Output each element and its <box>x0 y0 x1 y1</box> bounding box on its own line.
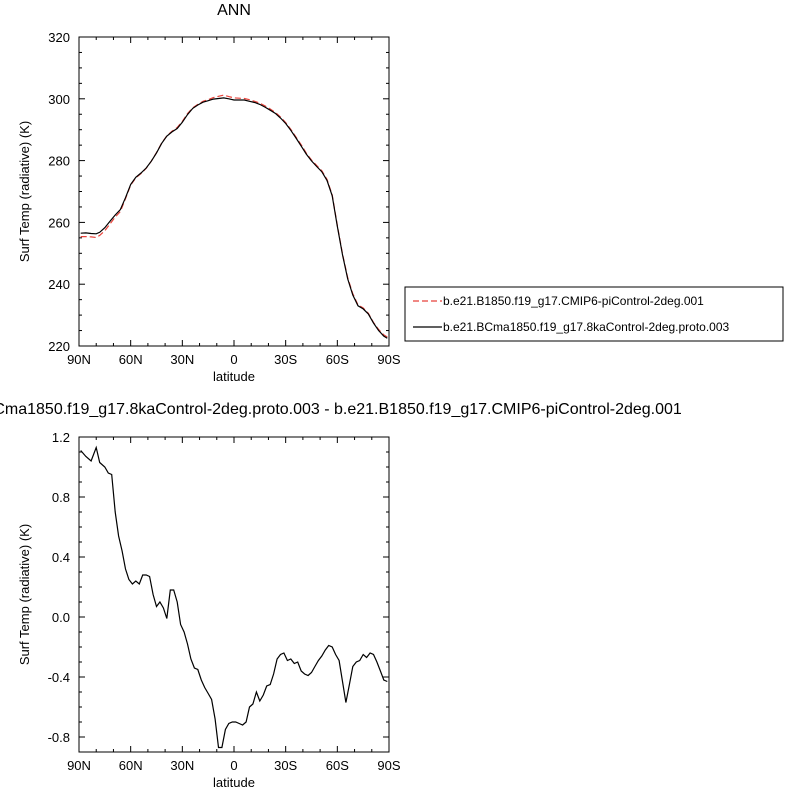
legend-box <box>404 286 784 342</box>
x-tick-label: 30N <box>170 758 194 773</box>
plot-title: b.e21.BCma1850.f19_g17.8kaControl-2deg.p… <box>0 401 682 418</box>
y-tick-label: 0.8 <box>52 490 70 505</box>
x-tick-label: 60N <box>119 758 143 773</box>
y-tick-label: -0.4 <box>48 670 70 685</box>
plot-title: ANN <box>217 2 251 19</box>
x-axis-label: latitude <box>213 775 255 790</box>
series-line-2 <box>80 97 388 339</box>
y-tick-label: 0.0 <box>52 610 70 625</box>
y-tick-label: 240 <box>48 277 70 292</box>
legend-label-2: b.e21.BCma1850.f19_g17.8kaControl-2deg.p… <box>443 320 730 334</box>
plot-frame <box>78 36 390 347</box>
y-tick-label: 320 <box>48 30 70 45</box>
series-line-1 <box>80 445 388 749</box>
x-tick-label: 30S <box>274 352 297 367</box>
x-tick-label: 90N <box>67 758 91 773</box>
plot-frame <box>78 436 390 753</box>
x-tick-label: 90S <box>377 758 400 773</box>
x-tick-label: 60S <box>326 352 349 367</box>
y-tick-label: 300 <box>48 92 70 107</box>
x-tick-label: 0 <box>230 352 237 367</box>
x-tick-label: 0 <box>230 758 237 773</box>
legend-label-1: b.e21.B1850.f19_g17.CMIP6-piControl-2deg… <box>443 294 704 308</box>
y-axis-label: Surf Temp (radiative) (K) <box>17 121 32 262</box>
y-axis-label: Surf Temp (radiative) (K) <box>17 524 32 665</box>
series-line-1 <box>80 94 388 338</box>
x-tick-label: 90N <box>67 352 91 367</box>
y-tick-label: 280 <box>48 154 70 169</box>
x-tick-label: 30S <box>274 758 297 773</box>
y-tick-label: 220 <box>48 339 70 354</box>
y-tick-label: 260 <box>48 215 70 230</box>
x-tick-label: 60S <box>326 758 349 773</box>
x-axis-label: latitude <box>213 369 255 384</box>
y-tick-label: -0.8 <box>48 730 70 745</box>
x-tick-label: 30N <box>170 352 194 367</box>
legend: b.e21.B1850.f19_g17.CMIP6-piControl-2deg… <box>404 286 784 342</box>
difference-line-plot: b.e21.BCma1850.f19_g17.8kaControl-2deg.p… <box>0 401 682 790</box>
y-tick-label: 0.4 <box>52 550 70 565</box>
y-tick-label: 1.2 <box>52 430 70 445</box>
x-tick-label: 60N <box>119 352 143 367</box>
top-line-plot: ANN 90N 60N 30N 0 30S 60S 90S 220 240 260 280 300 320… <box>17 2 401 384</box>
x-tick-label: 90S <box>377 352 400 367</box>
